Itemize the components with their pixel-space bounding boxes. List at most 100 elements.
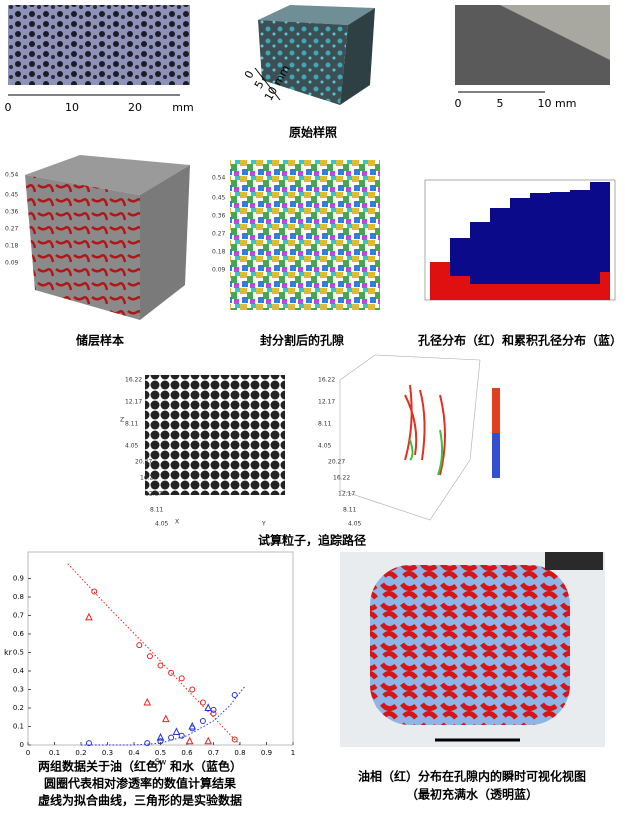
colorbar [492, 388, 500, 433]
point [204, 736, 213, 745]
axis-tick: 8.11 [150, 507, 164, 514]
relperm-chart: 0 0.1 0.2 0.3 0.4 0.5 0.6 0.7 0.8 0.9 1 0 0.1 0.2 0.3 0… [4, 551, 295, 767]
point [204, 703, 213, 711]
point [210, 706, 217, 713]
caption: 孔径分布（红）和累积孔径分布（蓝） [418, 333, 622, 348]
scale-label: 10 [65, 101, 79, 114]
axis-tick: 8.11 [125, 421, 139, 428]
bar [510, 198, 530, 300]
point [157, 662, 164, 669]
axis-tick: 12.17 [125, 399, 142, 406]
ansys-oil-phase [370, 565, 570, 725]
scale-label: 0 [5, 101, 12, 114]
point [136, 642, 143, 649]
segmented-pores [230, 160, 380, 310]
point [161, 714, 170, 723]
axis-tick: 16.22 [140, 475, 157, 482]
axis-tick: 0.45 [212, 195, 226, 202]
track [404, 384, 446, 476]
axis-tick: 0.27 [212, 231, 226, 238]
caption: 试算粒子，追踪路径 [258, 533, 366, 548]
scale-label: 5 [497, 97, 504, 110]
caption: 圆圈代表相对渗透率的数值计算结果 [44, 776, 236, 791]
caption: 油相（红）分布在孔隙内的瞬时可视化视图 [358, 769, 586, 784]
x-tick-label: 0.8 [234, 749, 245, 757]
axis-tick: 16.22 [125, 377, 142, 384]
y-tick-label: 0.7 [13, 612, 24, 620]
axis-tick: 16.22 [318, 377, 335, 384]
bar [470, 222, 490, 300]
fit-line [81, 685, 246, 746]
cube-top [25, 155, 190, 195]
point [172, 727, 181, 736]
axis-label: X [175, 519, 179, 526]
y-tick-label: 0.5 [13, 649, 24, 657]
fit-line [67, 563, 241, 746]
y-tick-label: 0.3 [13, 686, 24, 694]
axis-tick: 0.36 [212, 213, 226, 220]
particle-tracks [339, 354, 500, 521]
point [85, 612, 93, 621]
point [91, 588, 98, 595]
x-tick-label: 0 [26, 749, 30, 757]
point [144, 740, 151, 747]
axis-tick: 4.05 [348, 521, 362, 528]
y-axis-label: kr [4, 648, 13, 657]
point [188, 721, 197, 730]
track [409, 429, 444, 476]
point [199, 699, 206, 706]
y-tick-label: 0 [20, 741, 24, 749]
cube-front [258, 20, 348, 105]
cube-top [258, 5, 375, 25]
plot-frame [27, 551, 294, 746]
axis-tick: 0.18 [5, 243, 19, 250]
point [85, 740, 92, 747]
axis-tick: 16.22 [333, 475, 350, 482]
point [157, 738, 164, 745]
axis-label: Z [120, 417, 124, 424]
bar [450, 276, 470, 300]
cube-side [140, 165, 190, 320]
bar [470, 284, 610, 300]
box-frame [339, 354, 481, 521]
ansys-logo [545, 552, 603, 570]
axis-tick: 0.09 [5, 260, 19, 267]
axis-tick: 0.54 [5, 172, 19, 179]
bar [550, 192, 570, 300]
scale-label: 20 [128, 101, 142, 114]
x-tick-label: 0.2 [75, 749, 86, 757]
bar [530, 193, 550, 300]
point [168, 734, 175, 741]
axis-tick: 0.36 [5, 209, 19, 216]
axis-tick: 12.17 [318, 399, 335, 406]
x-tick-label: 0.7 [208, 749, 219, 757]
axis-tick: 0.27 [5, 226, 19, 233]
bar [600, 272, 610, 300]
y-tick-label: 0.1 [13, 723, 24, 731]
rock-photo [8, 5, 190, 85]
y-tick-label: 0.4 [13, 667, 25, 675]
axis-tick: 4.05 [125, 443, 139, 450]
pore-size-histogram [424, 179, 616, 301]
y-tick-label: 0.2 [13, 704, 24, 712]
axis-tick: 0.54 [212, 175, 226, 182]
scale-label: 10 mm [538, 97, 577, 110]
scale-unit: mm [172, 101, 193, 114]
point [168, 669, 175, 676]
axis-tick: 12.17 [338, 491, 355, 498]
x-tick-label: 0.4 [128, 749, 140, 757]
caption: （最初充满水（透明蓝） [406, 787, 538, 802]
caption: 储层样本 [76, 333, 124, 348]
x-tick-label: 0.1 [49, 749, 60, 757]
caption: 封分割后的孔隙 [260, 333, 344, 348]
x-tick-label: 0.9 [261, 749, 272, 757]
point [199, 717, 206, 724]
cube-front [25, 175, 140, 320]
axis-tick: 20.27 [328, 459, 345, 466]
bar [490, 208, 510, 300]
axis-tick: 4.05 [155, 521, 169, 528]
point [146, 653, 153, 660]
y-tick-label: 0.6 [13, 630, 25, 638]
bar [430, 262, 450, 300]
